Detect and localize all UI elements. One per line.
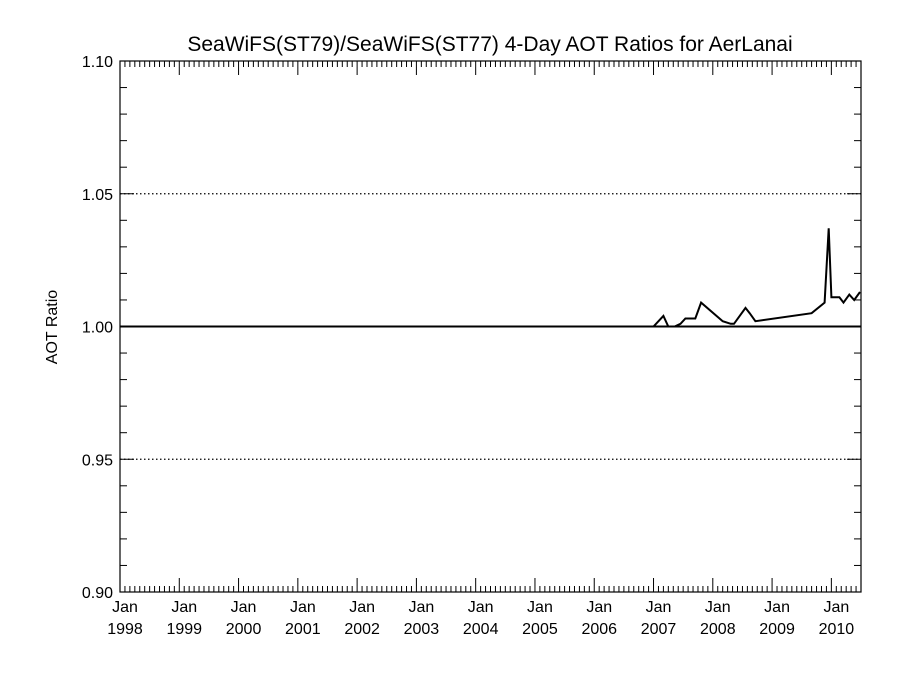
y-tick-label: 0.95 [82,452,113,469]
x-tick-label-month: Jan [112,599,138,616]
x-tick-label-month: Jan [705,599,731,616]
series-layer [120,228,861,328]
x-tick-label-month: Jan [171,599,197,616]
y-tick-label: 1.00 [82,320,113,337]
x-tick-label-year: 2000 [226,621,262,638]
tick-labels: 0.90 0.95 1.00 1.05 1.10 Jan 1998 Jan 1999 Jan 200… [82,54,854,638]
y-tick-label: 1.05 [82,187,113,204]
x-tick-label-year: 1999 [166,621,202,638]
x-tick-label-month: Jan [409,599,435,616]
x-tick-label-year: 2009 [759,621,795,638]
x-tick-label-month: Jan [290,599,316,616]
x-tick-label-month: Jan [527,599,553,616]
x-tick-label-year: 2004 [463,621,499,638]
x-tick-label-month: Jan [468,599,494,616]
x-tick-label-year: 2010 [819,621,855,638]
x-tick-label-month: Jan [764,599,790,616]
x-tick-label-year: 2001 [285,621,321,638]
x-tick-label-month: Jan [349,599,375,616]
y-tick-label: 1.10 [82,54,113,71]
x-tick-label-month: Jan [646,599,672,616]
x-tick-label-month: Jan [823,599,849,616]
x-tick-label-year: 2007 [641,621,677,638]
x-tick-label-month: Jan [586,599,612,616]
x-tick-label-month: Jan [231,599,257,616]
x-tick-label-year: 2002 [344,621,380,638]
y-tick-label: 0.90 [82,585,113,602]
x-tick-label-year: 1998 [107,621,143,638]
y-axis-label: AOT Ratio [44,290,61,365]
x-tick-label-year: 2005 [522,621,558,638]
series-line-0 [120,228,861,328]
x-tick-label-year: 2003 [404,621,440,638]
chart-title: SeaWiFS(ST79)/SeaWiFS(ST77) 4-Day AOT Ra… [187,33,792,56]
x-tick-label-year: 2006 [581,621,617,638]
x-tick-label-year: 2008 [700,621,736,638]
axis-ticks [119,60,861,593]
